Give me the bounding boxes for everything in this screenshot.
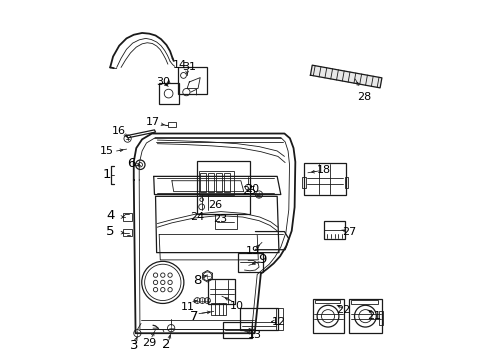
Text: 3: 3: [129, 339, 138, 352]
Bar: [314, 300, 339, 303]
Text: 15: 15: [100, 146, 114, 156]
Text: 24: 24: [190, 212, 204, 222]
Text: 20: 20: [244, 184, 258, 194]
Text: 13: 13: [247, 330, 261, 341]
Bar: [312, 299, 343, 333]
Bar: [208, 174, 214, 192]
Text: 21: 21: [366, 311, 381, 321]
Bar: [216, 174, 222, 192]
Text: 23: 23: [212, 214, 226, 224]
Bar: [240, 308, 278, 330]
Text: 19: 19: [245, 246, 259, 256]
Bar: [348, 299, 381, 333]
Text: 18: 18: [316, 165, 330, 175]
Text: 11: 11: [181, 302, 195, 312]
Bar: [304, 163, 346, 195]
Bar: [159, 84, 179, 104]
Text: 28: 28: [356, 92, 371, 102]
Text: 6: 6: [127, 157, 135, 170]
Text: 17: 17: [145, 117, 160, 127]
Bar: [196, 161, 250, 215]
Text: 5: 5: [106, 225, 114, 238]
Bar: [378, 311, 383, 325]
Bar: [208, 279, 235, 304]
Bar: [211, 303, 225, 315]
Bar: [238, 253, 262, 271]
Bar: [276, 308, 283, 330]
Text: 8: 8: [193, 274, 201, 287]
Bar: [122, 229, 132, 236]
Text: 4: 4: [106, 209, 114, 222]
Text: 22: 22: [335, 305, 350, 315]
Bar: [350, 300, 377, 304]
Text: 29: 29: [142, 338, 156, 348]
Text: 26: 26: [207, 201, 222, 210]
Bar: [122, 213, 132, 221]
Text: 25: 25: [241, 186, 255, 196]
Bar: [323, 221, 345, 239]
Bar: [301, 177, 305, 188]
Bar: [178, 67, 206, 94]
Bar: [199, 171, 233, 194]
Text: 12: 12: [271, 317, 285, 327]
Text: 30: 30: [156, 77, 169, 87]
Bar: [344, 177, 347, 188]
Bar: [222, 321, 251, 338]
Bar: [200, 174, 205, 192]
Text: 16: 16: [112, 126, 126, 136]
Bar: [215, 215, 236, 229]
Text: 2: 2: [162, 338, 170, 351]
Bar: [224, 174, 229, 192]
Text: 10: 10: [229, 301, 243, 311]
Text: 31: 31: [182, 62, 196, 72]
Text: 1: 1: [102, 168, 111, 181]
Text: 7: 7: [190, 310, 198, 323]
Text: 14: 14: [172, 59, 186, 69]
Text: 9: 9: [257, 253, 265, 266]
Text: 27: 27: [341, 226, 355, 237]
Polygon shape: [310, 65, 381, 88]
Bar: [167, 122, 175, 127]
